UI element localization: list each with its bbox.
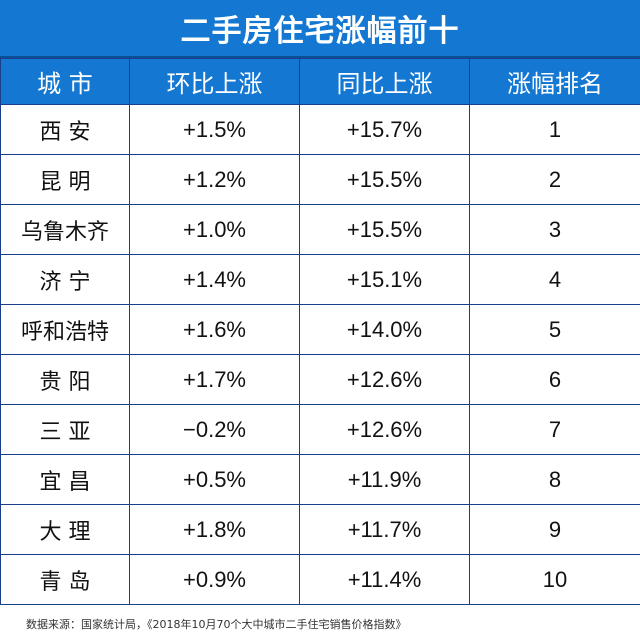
mom-cell: +1.8%	[129, 504, 300, 555]
rank-cell: 2	[469, 154, 640, 205]
header-city: 城 市	[0, 58, 130, 105]
source-footnote: 数据来源：国家统计局，《2018年10月70个大中城市二手住宅销售价格指数》	[26, 618, 407, 631]
header-yoy-increase: 同比上涨	[299, 58, 470, 105]
mom-cell: +1.0%	[129, 204, 300, 255]
city-cell: 贵 阳	[0, 354, 130, 405]
rank-cell: 1	[469, 104, 640, 155]
table-row: 青 岛 +0.9% +11.4% 10	[0, 554, 640, 605]
city-cell: 昆 明	[0, 154, 130, 205]
city-cell: 宜 昌	[0, 454, 130, 505]
city-cell: 青 岛	[0, 554, 130, 605]
yoy-cell: +11.9%	[299, 454, 470, 505]
mom-cell: +1.5%	[129, 104, 300, 155]
rank-cell: 4	[469, 254, 640, 305]
yoy-cell: +14.0%	[299, 304, 470, 355]
table-title: 二手房住宅涨幅前十	[0, 0, 640, 58]
mom-cell: +1.4%	[129, 254, 300, 305]
mom-cell: +1.6%	[129, 304, 300, 355]
mom-cell: +0.9%	[129, 554, 300, 605]
city-cell: 乌鲁木齐	[0, 204, 130, 255]
city-cell: 呼和浩特	[0, 304, 130, 355]
table-row: 呼和浩特 +1.6% +14.0% 5	[0, 304, 640, 355]
rank-cell: 3	[469, 204, 640, 255]
rank-cell: 6	[469, 354, 640, 405]
yoy-cell: +15.7%	[299, 104, 470, 155]
table-row: 贵 阳 +1.7% +12.6% 6	[0, 354, 640, 405]
table-row: 昆 明 +1.2% +15.5% 2	[0, 154, 640, 205]
mom-cell: −0.2%	[129, 404, 300, 455]
rank-cell: 8	[469, 454, 640, 505]
yoy-cell: +12.6%	[299, 404, 470, 455]
yoy-cell: +11.7%	[299, 504, 470, 555]
header-mom-increase: 环比上涨	[129, 58, 300, 105]
yoy-cell: +11.4%	[299, 554, 470, 605]
table-row: 三 亚 −0.2% +12.6% 7	[0, 404, 640, 455]
mom-cell: +1.2%	[129, 154, 300, 205]
table-row: 济 宁 +1.4% +15.1% 4	[0, 254, 640, 305]
city-cell: 大 理	[0, 504, 130, 555]
ranking-table-container: 二手房住宅涨幅前十 城 市 环比上涨 同比上涨 涨幅排名 西 安 +1.5% +…	[0, 0, 640, 605]
yoy-cell: +15.1%	[299, 254, 470, 305]
table-row: 宜 昌 +0.5% +11.9% 8	[0, 454, 640, 505]
city-cell: 三 亚	[0, 404, 130, 455]
header-row: 城 市 环比上涨 同比上涨 涨幅排名	[0, 58, 640, 105]
mom-cell: +1.7%	[129, 354, 300, 405]
table-row: 西 安 +1.5% +15.7% 1	[0, 104, 640, 155]
rank-cell: 10	[469, 554, 640, 605]
yoy-cell: +15.5%	[299, 204, 470, 255]
header-rank: 涨幅排名	[469, 58, 640, 105]
city-cell: 济 宁	[0, 254, 130, 305]
table-row: 大 理 +1.8% +11.7% 9	[0, 504, 640, 555]
mom-cell: +0.5%	[129, 454, 300, 505]
table-row: 乌鲁木齐 +1.0% +15.5% 3	[0, 204, 640, 255]
yoy-cell: +15.5%	[299, 154, 470, 205]
city-cell: 西 安	[0, 104, 130, 155]
rank-cell: 9	[469, 504, 640, 555]
ranking-table: 城 市 环比上涨 同比上涨 涨幅排名 西 安 +1.5% +15.7% 1 昆 …	[0, 58, 640, 605]
rank-cell: 5	[469, 304, 640, 355]
yoy-cell: +12.6%	[299, 354, 470, 405]
rank-cell: 7	[469, 404, 640, 455]
